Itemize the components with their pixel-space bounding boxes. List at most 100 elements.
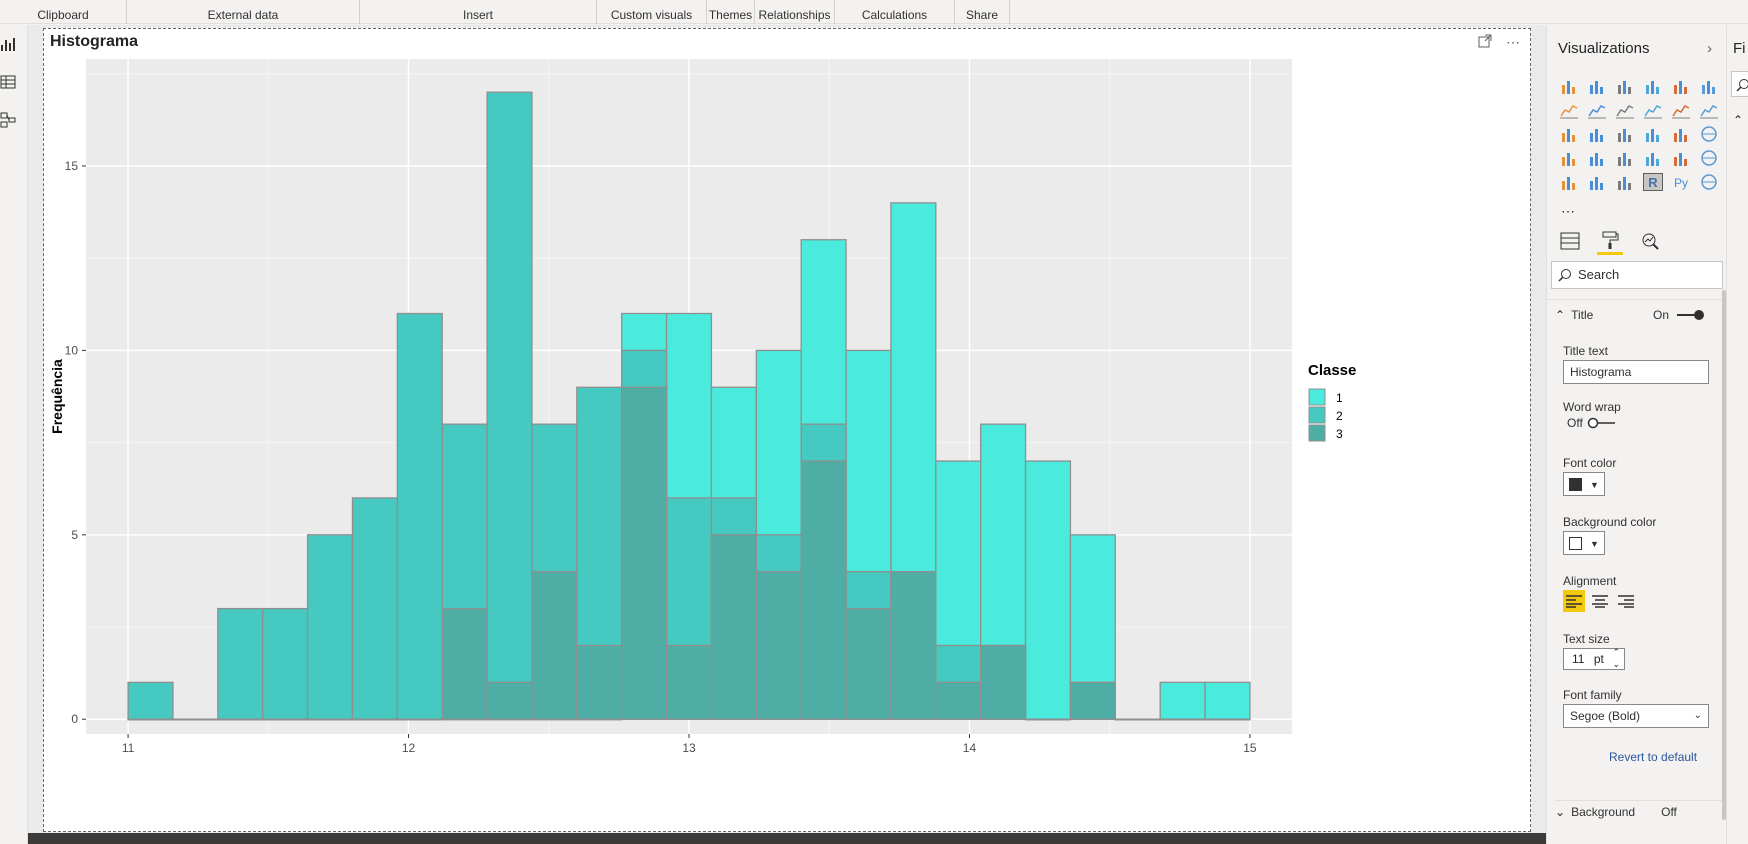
bar-series-3 (441, 607, 488, 720)
font-family-select[interactable]: Segoe (Bold) ⌄ (1563, 704, 1709, 728)
bar-series-3 (665, 644, 713, 720)
bar-series-3 (800, 460, 847, 720)
visual-type-icon[interactable] (1699, 101, 1719, 119)
title-section-header[interactable]: ⌃ Title (1555, 308, 1593, 322)
visual-type-icon[interactable] (1615, 173, 1635, 191)
align-right-button[interactable] (1615, 590, 1637, 612)
tab-analytics[interactable] (1637, 227, 1663, 255)
title-toggle[interactable]: On (1653, 308, 1705, 322)
visual-type-icon[interactable] (1587, 173, 1607, 191)
visual-type-icon[interactable] (1643, 149, 1663, 167)
data-view-icon[interactable] (0, 74, 16, 90)
python-visual-icon[interactable]: Py (1671, 173, 1691, 191)
visual-type-icon[interactable] (1587, 149, 1607, 167)
visual-type-icon[interactable] (1671, 125, 1691, 143)
visual-type-icon[interactable] (1643, 77, 1663, 95)
visual-type-icon[interactable] (1587, 77, 1607, 95)
visual-type-icon[interactable] (1643, 125, 1663, 143)
visual-type-icon[interactable] (1643, 101, 1663, 119)
text-size-stepper[interactable]: 11 pt ⌃ ⌄ (1563, 647, 1625, 670)
more-visuals-icon[interactable]: ⋯ (1561, 203, 1575, 219)
bar-series-3 (351, 718, 398, 721)
x-tick-label: 13 (682, 741, 696, 755)
visual-type-icon[interactable] (1559, 125, 1579, 143)
align-center-button[interactable] (1589, 590, 1611, 612)
bar-series-3 (306, 718, 354, 721)
visual-type-icon[interactable] (1615, 101, 1635, 119)
background-color-picker[interactable]: ▼ (1563, 531, 1605, 555)
tab-format[interactable] (1597, 227, 1623, 255)
visual-type-icon[interactable] (1699, 173, 1719, 191)
chevron-up-icon[interactable]: ⌃ (1733, 113, 1744, 127)
visual-type-icon[interactable] (1559, 77, 1579, 95)
visualizations-title: Visualizations (1558, 40, 1650, 57)
visual-type-icon[interactable] (1559, 149, 1579, 167)
bar-series-3 (1204, 718, 1251, 721)
chevron-down-icon: ⌄ (1693, 710, 1702, 721)
toggle-on-icon (1677, 310, 1705, 320)
ribbon-group-external-data[interactable]: External data (127, 0, 360, 24)
more-options-icon[interactable]: ⋯ (1506, 34, 1520, 50)
visual-type-icon[interactable] (1615, 149, 1635, 167)
ribbon-group-themes[interactable]: Themes (707, 0, 755, 24)
font-color-picker[interactable]: ▼ (1563, 472, 1605, 496)
bar-series-1 (1204, 681, 1251, 720)
bar-series-3 (127, 718, 174, 721)
chevron-down-icon: ▼ (1590, 480, 1599, 490)
visual-type-icon[interactable] (1587, 101, 1607, 119)
visual-type-icon[interactable] (1699, 77, 1719, 95)
tab-fields[interactable] (1557, 227, 1583, 255)
ribbon-group-share[interactable]: Share (955, 0, 1010, 24)
ribbon-group-clipboard[interactable]: Clipboard (0, 0, 127, 24)
view-switcher (0, 25, 28, 844)
ribbon-group-insert[interactable]: Insert (360, 0, 597, 24)
search-icon (1558, 269, 1571, 282)
r-visual-icon[interactable]: R (1643, 173, 1663, 191)
visual-type-icon[interactable] (1671, 77, 1691, 95)
visual-type-icon[interactable] (1615, 77, 1635, 95)
background-color-label: Background color (1563, 515, 1657, 529)
align-center-icon (1592, 595, 1608, 608)
histogram-visual[interactable]: Histograma ⋯ 0 5 10 15 11 12 13 14 15 Frequência C… (43, 28, 1531, 832)
visual-type-icon[interactable] (1671, 101, 1691, 119)
revert-to-default-link[interactable]: Revert to default (1609, 750, 1698, 764)
word-wrap-toggle[interactable]: Off (1567, 416, 1617, 430)
stepper-arrows-icon[interactable]: ⌃ ⌄ (1612, 647, 1620, 669)
visual-type-icon[interactable] (1587, 125, 1607, 143)
background-toggle-label: Off (1661, 805, 1677, 819)
collapse-pane-icon[interactable]: › (1707, 40, 1712, 57)
focus-mode-icon[interactable] (1478, 34, 1492, 48)
format-search-input[interactable]: Search (1551, 261, 1723, 289)
visual-type-icon[interactable] (1671, 149, 1691, 167)
align-left-button[interactable] (1563, 590, 1585, 612)
ribbon-group-custom-visuals[interactable]: Custom visuals (597, 0, 707, 24)
ribbon-group-calculations[interactable]: Calculations (835, 0, 955, 24)
background-section-header[interactable]: ⌄ Background Off (1555, 800, 1723, 819)
pane-scrollbar[interactable] (1722, 290, 1726, 820)
paint-roller-icon (1602, 231, 1619, 249)
visual-type-icon[interactable] (1699, 125, 1719, 143)
font-family-label: Font family (1563, 688, 1622, 702)
bar-series-3 (1159, 718, 1206, 721)
title-text-input[interactable]: Histograma (1563, 360, 1709, 384)
word-wrap-label: Word wrap (1563, 400, 1621, 414)
model-view-icon[interactable] (0, 112, 16, 128)
visual-type-icon[interactable] (1559, 173, 1579, 191)
font-color-swatch (1569, 478, 1582, 491)
report-view-icon[interactable] (0, 36, 16, 52)
bar-series-3 (262, 718, 309, 721)
visual-type-icon[interactable] (1615, 125, 1635, 143)
bar-series-3 (1069, 681, 1116, 720)
fields-search-box[interactable] (1731, 71, 1748, 97)
y-tick-label: 10 (65, 343, 79, 357)
font-color-label: Font color (1563, 456, 1617, 470)
x-tick-label: 15 (1243, 741, 1257, 755)
bar-series-2 (127, 681, 174, 720)
alignment-label: Alignment (1563, 574, 1617, 588)
bar-series-3 (531, 571, 578, 720)
svg-text:Py: Py (1674, 176, 1688, 190)
visual-type-icon[interactable] (1559, 101, 1579, 119)
bar-series-3 (576, 644, 623, 720)
ribbon-group-relationships[interactable]: Relationships (755, 0, 835, 24)
visual-type-icon[interactable] (1699, 149, 1719, 167)
